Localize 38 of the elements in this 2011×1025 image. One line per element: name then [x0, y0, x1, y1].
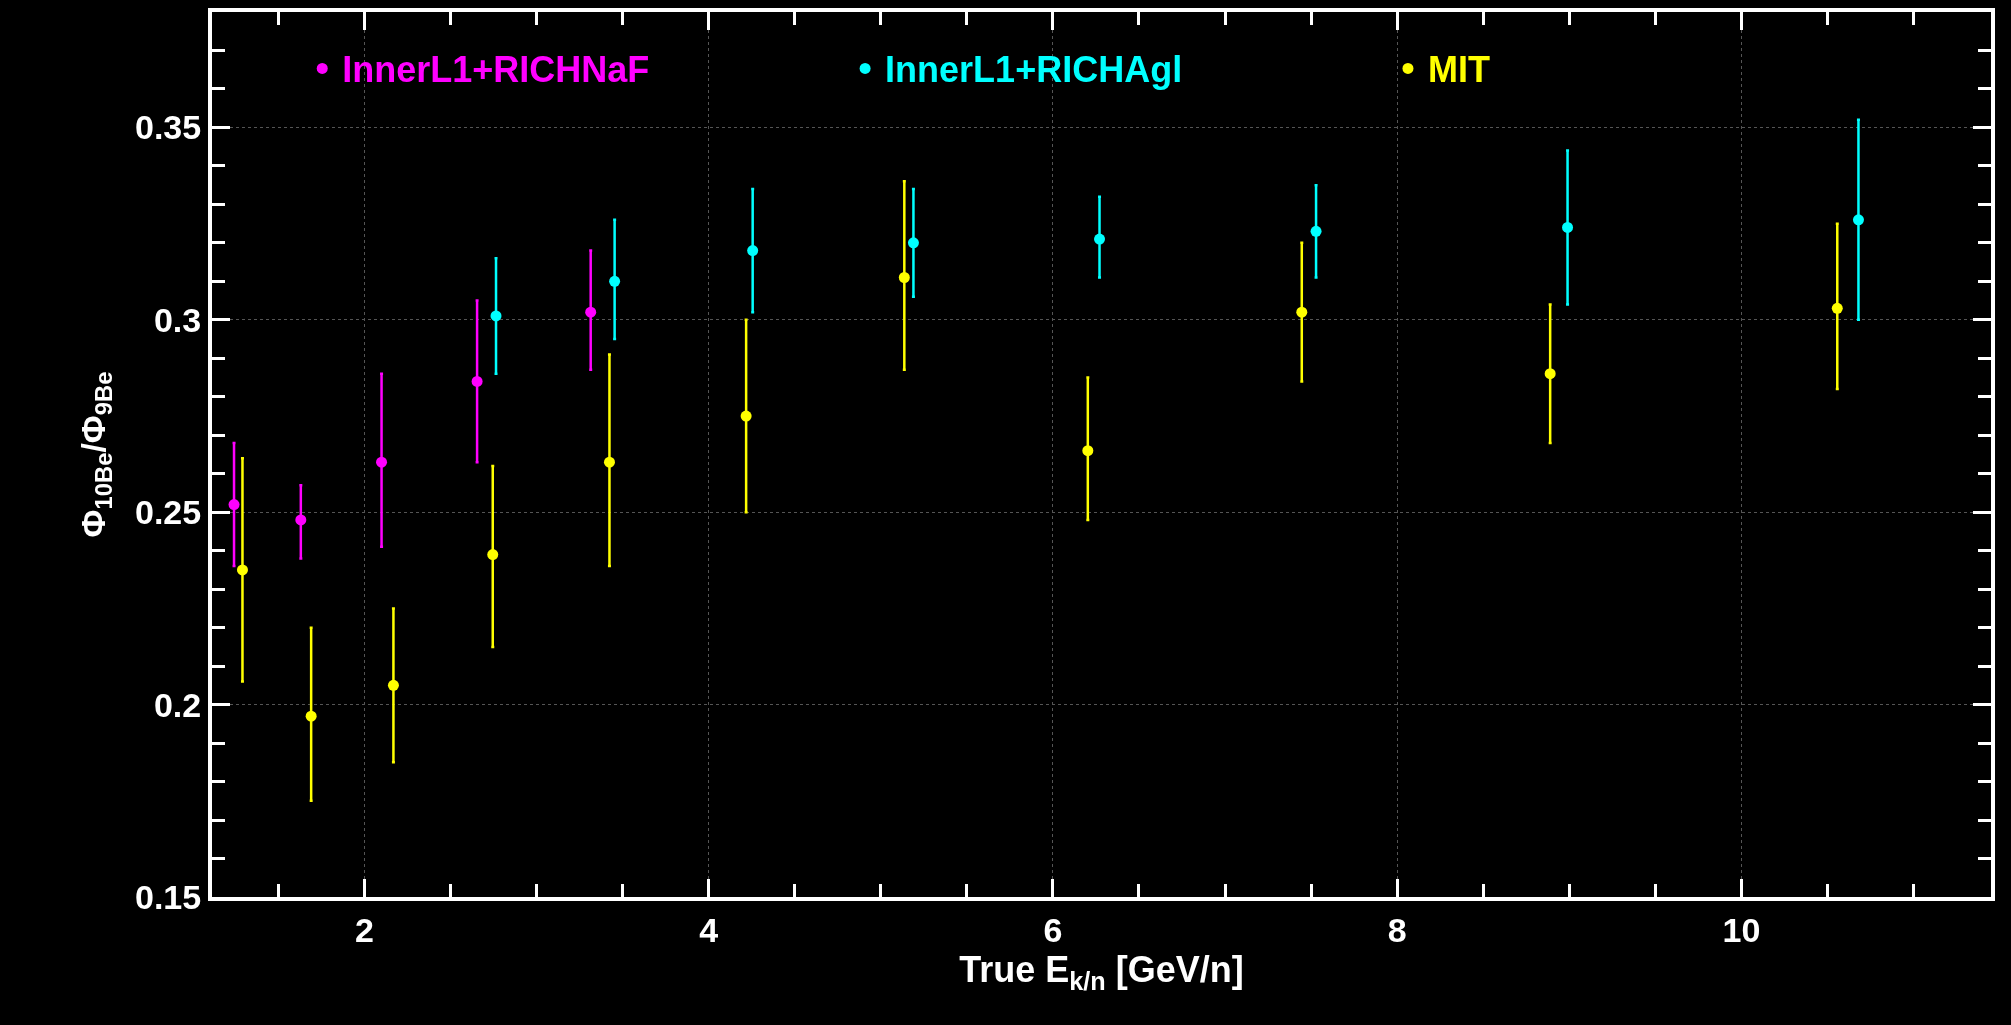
- point: [1082, 445, 1094, 457]
- point: [1544, 368, 1556, 380]
- point: [236, 564, 248, 576]
- point: [295, 514, 307, 526]
- point: [907, 237, 919, 249]
- x-tick-label: 8: [1387, 910, 1407, 949]
- point: [228, 499, 240, 511]
- x-tick-label: 2: [354, 910, 374, 949]
- y-tick-label: 0.15: [135, 877, 202, 916]
- y-tick-label: 0.3: [153, 300, 202, 339]
- point: [740, 410, 752, 422]
- point: [603, 456, 615, 468]
- point: [1296, 306, 1308, 318]
- point: [609, 275, 621, 287]
- point: [1852, 214, 1864, 226]
- point: [1310, 225, 1322, 237]
- y-tick-label: 0.2: [153, 685, 202, 724]
- x-tick-label: 10: [1722, 910, 1761, 949]
- y-tick-label: 0.35: [135, 108, 202, 147]
- legend-label: InnerL1+RICHNaF: [342, 49, 650, 91]
- point: [487, 549, 499, 561]
- legend-label: MIT: [1427, 49, 1490, 91]
- x-tick-label: 6: [1043, 910, 1063, 949]
- point: [898, 272, 910, 283]
- point: [585, 306, 597, 318]
- legend-label: InnerL1+RICHAgl: [885, 49, 1183, 91]
- point: [1831, 302, 1843, 314]
- point: [471, 375, 483, 387]
- y-tick-label: 0.25: [135, 493, 202, 532]
- point: [1094, 233, 1106, 245]
- point: [747, 245, 759, 257]
- x-tick-label: 4: [699, 910, 719, 949]
- point: [376, 456, 388, 468]
- x-axis-title: True E$_{k/n}$ [GeV/n]: [959, 949, 1244, 995]
- point: [305, 710, 317, 722]
- point: [1562, 221, 1574, 233]
- point: [490, 310, 502, 322]
- point: [387, 679, 399, 691]
